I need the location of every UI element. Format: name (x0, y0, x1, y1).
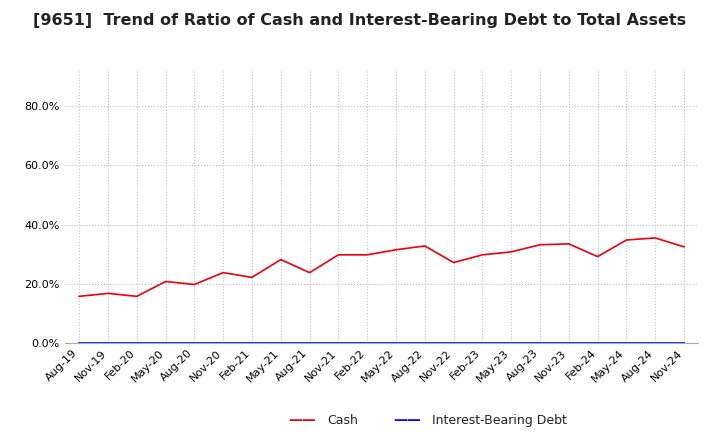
Text: ——: —— (393, 413, 420, 427)
Cash (276, 257, 285, 262)
Interest-Bearing Debt (478, 341, 487, 346)
Interest-Bearing Debt (507, 341, 516, 346)
Interest-Bearing Debt (334, 341, 343, 346)
Cash (248, 275, 256, 280)
Interest-Bearing Debt (564, 341, 573, 346)
Interest-Bearing Debt (190, 341, 199, 346)
Cash (219, 270, 228, 275)
Cash (161, 279, 170, 284)
Interest-Bearing Debt (363, 341, 372, 346)
Text: Cash: Cash (328, 414, 359, 427)
Cash (75, 294, 84, 299)
Cash (449, 260, 458, 265)
Cash (363, 252, 372, 257)
Interest-Bearing Debt (392, 341, 400, 346)
Line: Cash: Cash (79, 238, 684, 297)
Interest-Bearing Debt (680, 341, 688, 346)
Interest-Bearing Debt (593, 341, 602, 346)
Cash (536, 242, 544, 247)
Cash (190, 282, 199, 287)
Interest-Bearing Debt (161, 341, 170, 346)
Cash (420, 243, 429, 249)
Cash (305, 270, 314, 275)
Interest-Bearing Debt (276, 341, 285, 346)
Cash (680, 244, 688, 249)
Interest-Bearing Debt (219, 341, 228, 346)
Interest-Bearing Debt (104, 341, 112, 346)
Interest-Bearing Debt (305, 341, 314, 346)
Cash (564, 241, 573, 246)
Interest-Bearing Debt (248, 341, 256, 346)
Cash (334, 252, 343, 257)
Cash (104, 291, 112, 296)
Interest-Bearing Debt (420, 341, 429, 346)
Cash (132, 294, 141, 299)
Cash (392, 247, 400, 253)
Text: ——: —— (289, 413, 316, 427)
Interest-Bearing Debt (536, 341, 544, 346)
Interest-Bearing Debt (622, 341, 631, 346)
Cash (507, 249, 516, 254)
Interest-Bearing Debt (75, 341, 84, 346)
Cash (622, 237, 631, 242)
Interest-Bearing Debt (132, 341, 141, 346)
Interest-Bearing Debt (651, 341, 660, 346)
Interest-Bearing Debt (449, 341, 458, 346)
Cash (651, 235, 660, 241)
Text: [9651]  Trend of Ratio of Cash and Interest-Bearing Debt to Total Assets: [9651] Trend of Ratio of Cash and Intere… (33, 13, 687, 28)
Text: Interest-Bearing Debt: Interest-Bearing Debt (432, 414, 567, 427)
Cash (478, 252, 487, 257)
Cash (593, 254, 602, 259)
